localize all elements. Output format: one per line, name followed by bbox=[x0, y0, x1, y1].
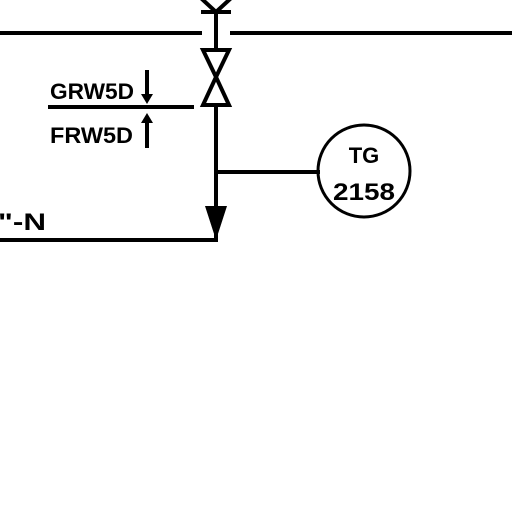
line-end-label: "-N bbox=[0, 209, 46, 236]
up-arrow-icon bbox=[141, 113, 153, 123]
instrument-tag-type: TG bbox=[349, 143, 380, 168]
instrument-bubble bbox=[316, 123, 412, 219]
instrument-tag-number: 2158 bbox=[333, 179, 395, 206]
flow-arrow-icon bbox=[205, 206, 227, 240]
upper-elevation-label: GRW5D bbox=[50, 79, 134, 104]
gate-valve-icon bbox=[199, 48, 233, 107]
down-arrow-icon bbox=[141, 94, 153, 104]
lower-elevation-label: FRW5D bbox=[50, 123, 133, 148]
